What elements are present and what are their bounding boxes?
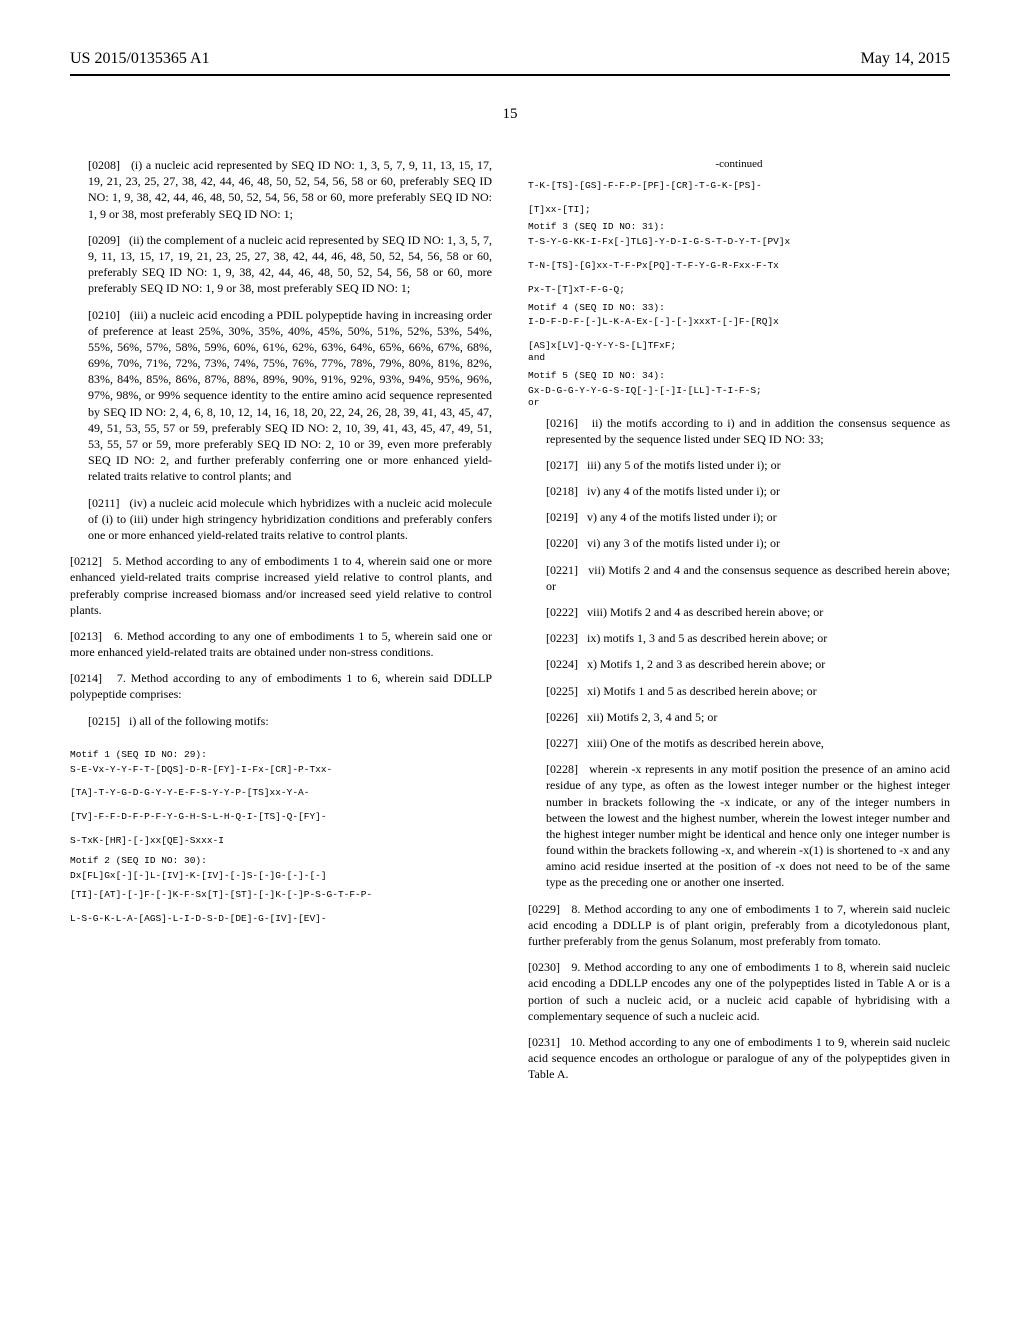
paragraph-ref: [0226] [546,710,578,724]
paragraph-0216: [0216] ii) the motifs according to i) an… [528,415,950,447]
two-column-layout: [0208] (i) a nucleic acid represented by… [70,157,950,1093]
motif-1-label: Motif 1 (SEQ ID NO: 29): [70,749,492,762]
paragraph-ref: [0230] [528,960,560,974]
paragraph-0208: [0208] (i) a nucleic acid represented by… [70,157,492,222]
paragraph-ref: [0213] [70,629,102,643]
header-divider [70,74,950,76]
paragraph-ref: [0209] [88,233,120,247]
motif-5-sequence: Gx-D-G-G-Y-Y-G-S-IQ[-]-[-]I-[LL]-T-I-F-S… [528,385,950,409]
paragraph-ref: [0227] [546,736,578,750]
paragraph-ref: [0211] [88,496,120,510]
paragraph-0212: [0212] 5. Method according to any of emb… [70,553,492,618]
paragraph-0226: [0226] xii) Motifs 2, 3, 4 and 5; or [528,709,950,725]
paragraph-text: 10. Method according to any one of embod… [528,1035,950,1081]
paragraph-0220: [0220] vi) any 3 of the motifs listed un… [528,535,950,551]
paragraph-0210: [0210] (iii) a nucleic acid encoding a P… [70,307,492,485]
patent-number: US 2015/0135365 A1 [70,50,210,68]
paragraph-0211: [0211] (iv) a nucleic acid molecule whic… [70,495,492,544]
paragraph-0223: [0223] ix) motifs 1, 3 and 5 as describe… [528,630,950,646]
paragraph-0219: [0219] v) any 4 of the motifs listed und… [528,509,950,525]
motif-3-label: Motif 3 (SEQ ID NO: 31): [528,221,950,234]
paragraph-text: iii) any 5 of the motifs listed under i)… [587,458,781,472]
paragraph-text: x) Motifs 1, 2 and 3 as described herein… [587,657,825,671]
paragraph-ref: [0229] [528,902,560,916]
paragraph-ref: [0224] [546,657,578,671]
paragraph-0228: [0228] wherein -x represents in any moti… [528,761,950,891]
paragraph-0222: [0222] viii) Motifs 2 and 4 as described… [528,604,950,620]
paragraph-text: wherein -x represents in any motif posit… [546,762,950,889]
motif-2-sequence: Dx[FL]Gx[-][-]L-[IV]-K-[IV]-[-]S-[-]G-[-… [70,870,492,882]
paragraph-ref: [0214] [70,671,102,685]
paragraph-0227: [0227] xiii) One of the motifs as descri… [528,735,950,751]
paragraph-text: 6. Method according to any one of embodi… [70,629,492,659]
paragraph-ref: [0218] [546,484,578,498]
paragraph-0209: [0209] (ii) the complement of a nucleic … [70,232,492,297]
paragraph-0217: [0217] iii) any 5 of the motifs listed u… [528,457,950,473]
paragraph-ref: [0212] [70,554,102,568]
paragraph-ref: [0219] [546,510,578,524]
paragraph-text: vi) any 3 of the motifs listed under i);… [587,536,780,550]
publication-date: May 14, 2015 [861,50,950,68]
paragraph-ref: [0217] [546,458,578,472]
paragraph-ref: [0220] [546,536,578,550]
paragraph-0213: [0213] 6. Method according to any one of… [70,628,492,660]
motif-3-sequence: T-S-Y-G-KK-I-Fx[-]TLG]-Y-D-I-G-S-T-D-Y-T… [528,236,950,295]
paragraph-ref: [0221] [546,563,578,577]
page-container: US 2015/0135365 A1 May 14, 2015 15 [0208… [0,0,1020,1320]
paragraph-text: 8. Method according to any one of embodi… [528,902,950,948]
page-header: US 2015/0135365 A1 May 14, 2015 [70,50,950,68]
paragraph-0225: [0225] xi) Motifs 1 and 5 as described h… [528,683,950,699]
paragraph-ref: [0208] [88,158,120,172]
paragraph-text: 5. Method according to any of embodiment… [70,554,492,617]
paragraph-0224: [0224] x) Motifs 1, 2 and 3 as described… [528,656,950,672]
paragraph-text: v) any 4 of the motifs listed under i); … [587,510,777,524]
paragraph-text: i) all of the following motifs: [129,714,269,728]
motif-3-sequence-start: [TI]-[AT]-[-]F-[-]K-F-Sx[T]-[ST]-[-]K-[-… [70,889,492,925]
paragraph-text: ii) the motifs according to i) and in ad… [546,416,950,446]
paragraph-ref: [0225] [546,684,578,698]
paragraph-text: vii) Motifs 2 and 4 and the consensus se… [546,563,950,593]
paragraph-ref: [0228] [546,762,578,776]
paragraph-ref: [0223] [546,631,578,645]
paragraph-ref: [0210] [88,308,120,322]
paragraph-text: viii) Motifs 2 and 4 as described herein… [587,605,823,619]
paragraph-text: 7. Method according to any of embodiment… [70,671,492,701]
paragraph-text: (ii) the complement of a nucleic acid re… [88,233,492,296]
paragraph-text: iv) any 4 of the motifs listed under i);… [587,484,780,498]
motif-2-label: Motif 2 (SEQ ID NO: 30): [70,855,492,868]
right-column: -continued T-K-[TS]-[GS]-F-F-P-[PF]-[CR]… [528,157,950,1093]
motif-4-label: Motif 4 (SEQ ID NO: 33): [528,302,950,315]
paragraph-0215: [0215] i) all of the following motifs: [70,713,492,729]
paragraph-0231: [0231] 10. Method according to any one o… [528,1034,950,1083]
paragraph-0230: [0230] 9. Method according to any one of… [528,959,950,1024]
paragraph-ref: [0231] [528,1035,560,1049]
motif-5-label: Motif 5 (SEQ ID NO: 34): [528,370,950,383]
paragraph-text: (iv) a nucleic acid molecule which hybri… [88,496,492,542]
page-number: 15 [70,106,950,123]
motif-4-sequence: I-D-F-D-F-[-]L-K-A-Ex-[-]-[-]xxxT-[-]F-[… [528,316,950,364]
paragraph-text: ix) motifs 1, 3 and 5 as described herei… [587,631,827,645]
paragraph-ref: [0222] [546,605,578,619]
paragraph-text: xiii) One of the motifs as described her… [587,736,824,750]
paragraph-ref: [0216] [546,416,578,430]
paragraph-text: 9. Method according to any one of embodi… [528,960,950,1023]
paragraph-0221: [0221] vii) Motifs 2 and 4 and the conse… [528,562,950,594]
paragraph-text: (i) a nucleic acid represented by SEQ ID… [88,158,492,221]
paragraph-text: (iii) a nucleic acid encoding a PDIL pol… [88,308,492,484]
continued-label: -continued [528,157,950,172]
paragraph-0229: [0229] 8. Method according to any one of… [528,901,950,950]
motif-3-continued: T-K-[TS]-[GS]-F-F-P-[PF]-[CR]-T-G-K-[PS]… [528,180,950,216]
paragraph-text: xi) Motifs 1 and 5 as described herein a… [587,684,817,698]
paragraph-0218: [0218] iv) any 4 of the motifs listed un… [528,483,950,499]
paragraph-0214: [0214] 7. Method according to any of emb… [70,670,492,702]
paragraph-text: xii) Motifs 2, 3, 4 and 5; or [587,710,717,724]
left-column: [0208] (i) a nucleic acid represented by… [70,157,492,1093]
motif-1-sequence: S-E-Vx-Y-Y-F-T-[DQS]-D-R-[FY]-I-Fx-[CR]-… [70,764,492,847]
paragraph-ref: [0215] [88,714,120,728]
